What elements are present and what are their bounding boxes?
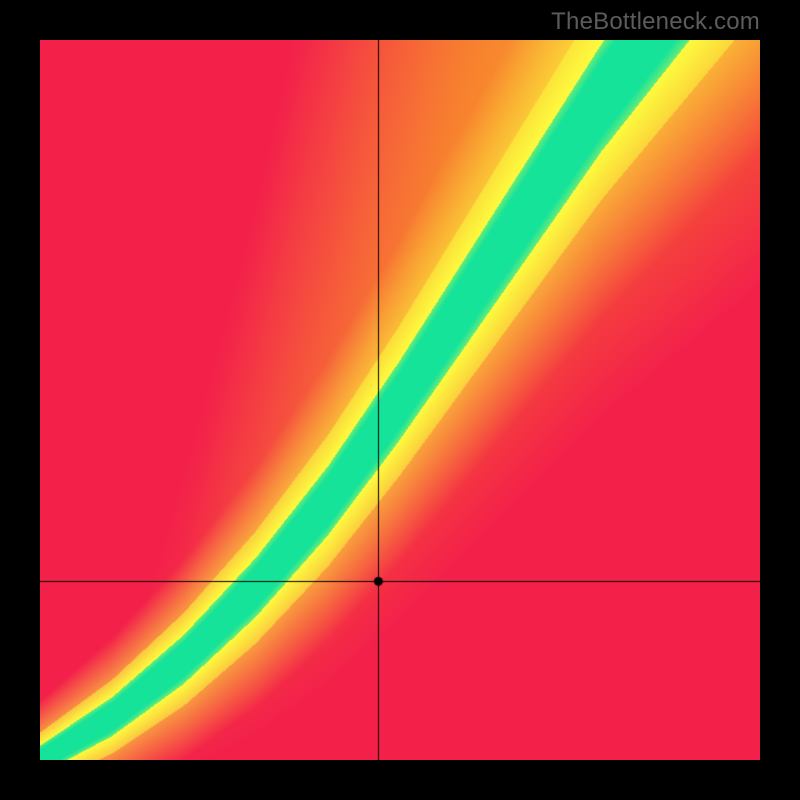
watermark-text: TheBottleneck.com (551, 8, 760, 36)
plot-container (40, 40, 760, 760)
bottleneck-heatmap (40, 40, 760, 760)
